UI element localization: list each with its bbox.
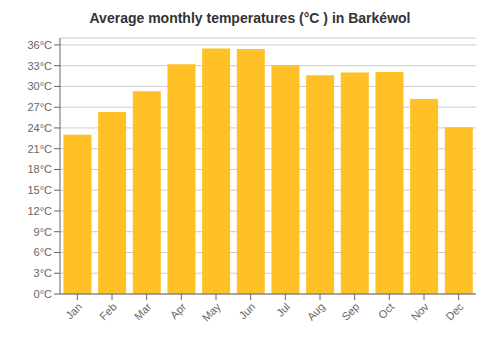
svg-text:Jan: Jan	[63, 300, 84, 321]
svg-text:21°C: 21°C	[27, 143, 52, 155]
svg-text:Sep: Sep	[339, 300, 361, 322]
svg-text:30°C: 30°C	[27, 80, 52, 92]
svg-text:Oct: Oct	[376, 300, 397, 321]
svg-text:Nov: Nov	[409, 300, 432, 323]
svg-text:27°C: 27°C	[27, 101, 52, 113]
svg-text:9°C: 9°C	[34, 226, 53, 238]
svg-text:33°C: 33°C	[27, 60, 52, 72]
svg-text:18°C: 18°C	[27, 163, 52, 175]
svg-text:36°C: 36°C	[27, 39, 52, 51]
svg-text:24°C: 24°C	[27, 122, 52, 134]
svg-text:Apr: Apr	[168, 300, 189, 321]
svg-text:Dec: Dec	[443, 300, 466, 323]
svg-text:May: May	[200, 300, 224, 324]
svg-text:15°C: 15°C	[27, 184, 52, 196]
svg-text:6°C: 6°C	[34, 246, 53, 258]
html-text:Average monthly temperatures (: Average monthly temperatures (°C ) in Ba…	[89, 10, 411, 26]
svg-text:0°C: 0°C	[34, 288, 53, 300]
svg-text:Feb: Feb	[97, 300, 119, 322]
svg-text:Jun: Jun	[237, 300, 258, 321]
svg-text:Mar: Mar	[132, 300, 154, 322]
svg-text:Jul: Jul	[274, 300, 292, 318]
svg-text:Aug: Aug	[305, 300, 327, 322]
svg-text:3°C: 3°C	[34, 267, 53, 279]
svg-text:12°C: 12°C	[27, 205, 52, 217]
